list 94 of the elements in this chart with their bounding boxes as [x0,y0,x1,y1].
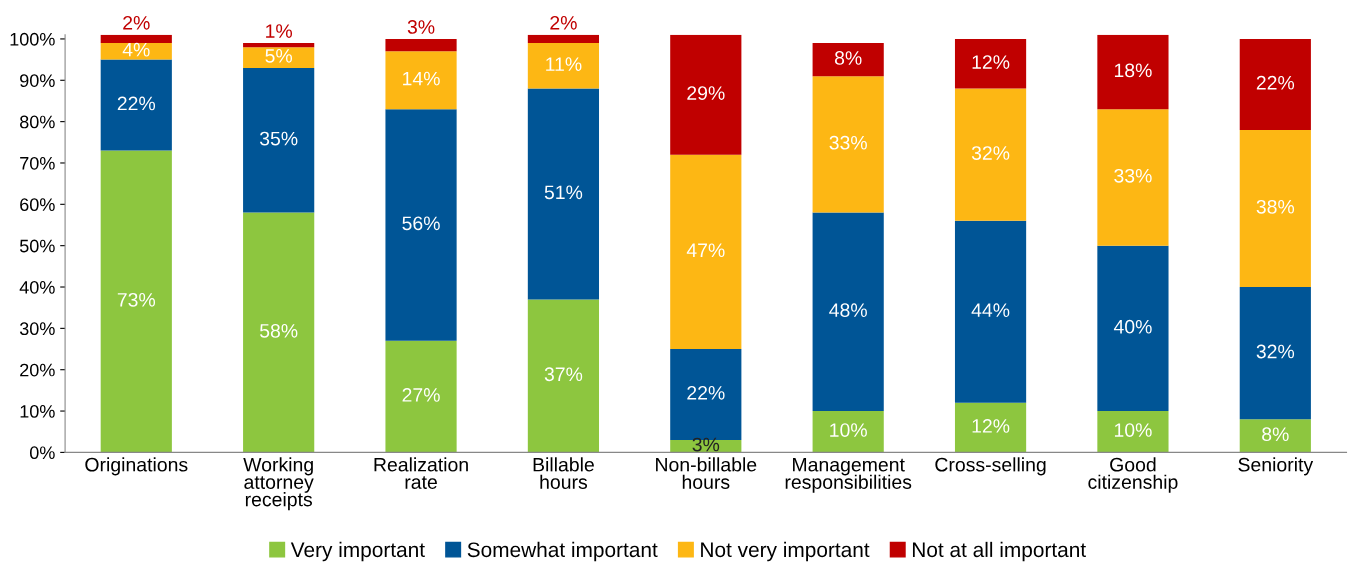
data-label: 56% [402,216,440,231]
data-label: 5% [265,49,293,63]
data-label: 58% [259,323,298,338]
y-tick-label: 40% [19,280,55,294]
bar [670,34,742,155]
legend-label: Very important [290,541,425,562]
bar [1239,419,1311,453]
data-label: 29% [687,86,725,100]
bar [812,43,884,77]
bar [100,34,172,44]
data-label: 44% [971,303,1010,317]
data-label: 32% [971,146,1010,160]
bar [954,38,1027,89]
data-label: 14% [403,71,440,86]
data-label: 18% [1114,63,1152,78]
bar [1239,287,1311,420]
x-tick-label: Realization rate [374,457,468,489]
bar [812,212,884,412]
bar [1097,411,1169,453]
bar [243,47,315,68]
bar [670,154,742,350]
bar [100,59,172,151]
y-tick-label: 30% [19,322,55,336]
data-label: 73% [117,292,156,307]
bar [1097,109,1169,246]
x-tick-label: Seniority [1238,457,1314,476]
bar [385,109,457,341]
data-label: 3% [407,20,435,34]
bar [243,43,315,48]
data-label: 11% [546,57,582,71]
data-label: 2% [123,15,150,30]
bar [527,299,600,453]
bar [243,67,315,213]
data-label: 8% [1262,427,1289,442]
x-tick-label: Good citizenship [1088,457,1178,493]
y-tick-label: 100% [10,32,55,46]
data-label: 22% [687,385,725,400]
y-tick-label: 70% [20,156,55,170]
bar [385,51,457,110]
bar [954,220,1027,403]
bar [1239,38,1311,130]
data-label: 1% [266,24,293,38]
y-tick-label: 10% [20,404,55,418]
data-label: 22% [117,96,156,111]
bar [100,150,172,453]
bar [954,88,1027,221]
data-label: 10% [1114,423,1152,437]
data-label: 2% [550,15,577,30]
data-label: 32% [1256,344,1295,359]
y-tick-label: 20% [20,363,55,377]
y-tick-label: 90% [20,74,55,87]
data-label: 48% [829,303,867,318]
x-tick-label: Non-billable hours [656,457,757,489]
data-label: 33% [1114,168,1152,183]
legend-label: Not very important [701,541,870,562]
bar [812,411,884,453]
bar [1239,129,1311,288]
x-tick-label: Cross-selling [935,457,1046,476]
bar [1097,245,1169,412]
data-label: 37% [544,367,583,382]
bar [100,43,172,60]
data-label: 35% [259,131,298,146]
data-label: 8% [834,51,862,65]
data-label: 12% [972,55,1010,69]
y-tick-label: 50% [19,239,55,253]
x-tick-label: Billable hours [533,457,594,489]
data-label: 10% [830,423,867,437]
bar [527,43,600,89]
y-tick-label: 80% [20,115,55,129]
bar [385,340,457,453]
data-label: 40% [1113,319,1152,334]
bar [527,34,600,44]
data-label: 38% [1256,199,1295,214]
legend-label: Somewhat important [467,541,658,562]
y-tick-label: 0% [29,446,55,460]
data-label: 33% [829,135,867,150]
data-label: 12% [972,419,1010,433]
data-label: 47% [686,243,725,258]
y-tick-label: 60% [20,198,55,212]
bar [527,88,600,300]
x-tick-label: Working attorney receipts [243,457,314,511]
bar [954,402,1027,453]
bar [1097,34,1169,110]
bar [243,212,315,453]
x-tick-label: Originations [85,457,188,476]
data-label: 27% [402,388,440,402]
data-label: 51% [544,185,583,200]
data-label: 4% [122,42,150,57]
bar [812,76,884,213]
bar [385,38,457,52]
legend-label: Not at all important [912,541,1086,562]
x-tick-label: Management responsibilities [785,457,912,493]
data-label: 22% [1256,75,1295,90]
data-label: 3% [692,437,720,452]
